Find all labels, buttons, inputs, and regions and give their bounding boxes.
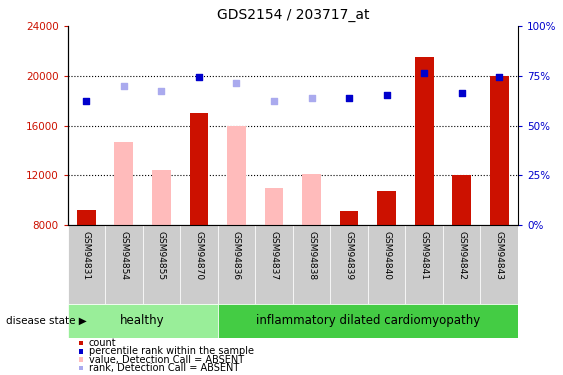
Title: GDS2154 / 203717_at: GDS2154 / 203717_at: [217, 9, 369, 22]
Bar: [368, 225, 405, 304]
Text: GSM94870: GSM94870: [194, 231, 203, 280]
Text: inflammatory dilated cardiomyopathy: inflammatory dilated cardiomyopathy: [256, 314, 480, 327]
Bar: [180, 225, 218, 304]
Point: [194, 74, 203, 80]
Point: [382, 92, 391, 98]
Point: [119, 83, 128, 89]
Text: GSM94831: GSM94831: [82, 231, 91, 280]
Bar: [114, 142, 133, 225]
Bar: [490, 76, 508, 225]
Bar: [77, 210, 96, 225]
Bar: [68, 304, 218, 338]
Bar: [152, 170, 171, 225]
Bar: [405, 225, 443, 304]
Bar: [293, 225, 330, 304]
Point: [270, 98, 279, 104]
Text: GSM94842: GSM94842: [457, 231, 466, 280]
Bar: [255, 225, 293, 304]
Text: healthy: healthy: [120, 314, 165, 327]
Text: value, Detection Call = ABSENT: value, Detection Call = ABSENT: [89, 355, 244, 364]
Bar: [68, 225, 105, 304]
Bar: [339, 211, 359, 225]
Text: GSM94837: GSM94837: [270, 231, 279, 280]
Point: [495, 74, 504, 80]
Point: [345, 95, 354, 101]
Text: GSM94836: GSM94836: [232, 231, 241, 280]
Text: GSM94854: GSM94854: [119, 231, 128, 280]
Text: rank, Detection Call = ABSENT: rank, Detection Call = ABSENT: [89, 363, 239, 373]
Text: percentile rank within the sample: percentile rank within the sample: [89, 346, 254, 356]
Point: [457, 90, 466, 96]
Text: count: count: [89, 338, 117, 348]
Bar: [265, 188, 283, 225]
Point: [232, 80, 241, 86]
Bar: [218, 225, 255, 304]
Text: disease state ▶: disease state ▶: [6, 316, 86, 326]
Bar: [377, 192, 396, 225]
Text: GSM94838: GSM94838: [307, 231, 316, 280]
Bar: [330, 225, 368, 304]
Bar: [480, 225, 518, 304]
Bar: [452, 176, 471, 225]
Bar: [218, 304, 518, 338]
Point: [419, 70, 428, 76]
Bar: [105, 225, 142, 304]
Bar: [302, 174, 321, 225]
Bar: [142, 225, 180, 304]
Bar: [415, 57, 434, 225]
Text: GSM94855: GSM94855: [157, 231, 166, 280]
Text: GSM94841: GSM94841: [419, 231, 428, 280]
Bar: [443, 225, 480, 304]
Bar: [190, 113, 208, 225]
Point: [82, 98, 91, 104]
Text: GSM94840: GSM94840: [382, 231, 391, 280]
Text: GSM94843: GSM94843: [495, 231, 504, 280]
Text: GSM94839: GSM94839: [345, 231, 354, 280]
Point: [157, 88, 166, 94]
Point: [307, 95, 316, 101]
Bar: [227, 126, 246, 225]
